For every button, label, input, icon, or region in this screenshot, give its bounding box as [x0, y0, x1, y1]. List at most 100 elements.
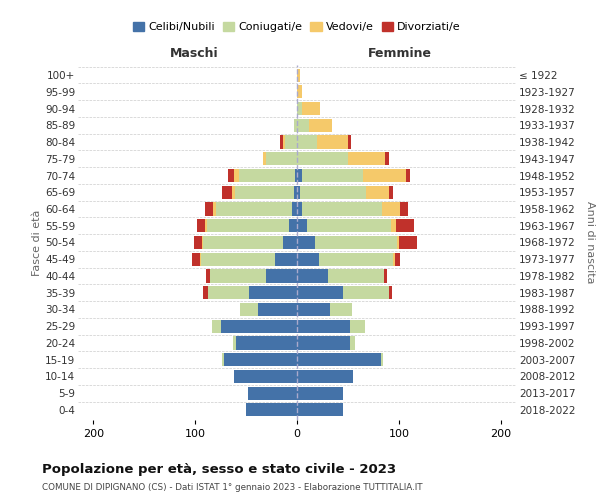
Bar [297, 86, 302, 98]
Bar [212, 320, 297, 333]
Bar [297, 370, 353, 383]
Bar [297, 102, 320, 115]
Bar [297, 336, 355, 349]
Bar [236, 336, 297, 349]
Bar [297, 386, 343, 400]
Bar [221, 186, 297, 199]
Bar [297, 136, 351, 148]
Bar [297, 119, 332, 132]
Bar [221, 353, 297, 366]
Bar [297, 219, 391, 232]
Bar [294, 119, 297, 132]
Bar [234, 370, 297, 383]
Bar [297, 186, 393, 199]
Bar [297, 186, 366, 199]
Bar [215, 202, 297, 215]
Bar [233, 336, 297, 349]
Bar [297, 236, 397, 249]
Bar [297, 303, 352, 316]
Bar [297, 370, 353, 383]
Bar [297, 119, 332, 132]
Bar [203, 286, 297, 300]
Bar [297, 353, 380, 366]
Bar [297, 186, 300, 199]
Bar [235, 186, 297, 199]
Bar [197, 219, 297, 232]
Bar [297, 219, 307, 232]
Bar [239, 169, 297, 182]
Bar [297, 68, 300, 82]
Bar [297, 286, 389, 300]
Bar [246, 404, 297, 416]
Bar [297, 303, 329, 316]
Bar [297, 136, 317, 148]
Bar [297, 252, 395, 266]
Bar [297, 370, 353, 383]
Bar [297, 202, 302, 215]
Bar [228, 169, 297, 182]
Bar [297, 86, 302, 98]
Bar [297, 169, 363, 182]
Bar [266, 152, 297, 166]
Bar [205, 202, 297, 215]
Bar [297, 68, 300, 82]
Bar [234, 370, 297, 383]
Bar [297, 336, 350, 349]
Bar [205, 219, 297, 232]
Bar [234, 169, 297, 182]
Bar [297, 336, 355, 349]
Bar [297, 152, 389, 166]
Bar [292, 202, 297, 215]
Bar [294, 186, 297, 199]
Bar [297, 353, 383, 366]
Bar [211, 270, 297, 282]
Bar [246, 404, 297, 416]
Bar [295, 169, 297, 182]
Bar [263, 152, 297, 166]
Bar [221, 353, 297, 366]
Bar [248, 386, 297, 400]
Bar [297, 336, 355, 349]
Bar [208, 286, 297, 300]
Bar [297, 152, 385, 166]
Bar [297, 370, 353, 383]
Bar [208, 219, 297, 232]
Bar [297, 320, 365, 333]
Bar [297, 119, 309, 132]
Bar [283, 136, 297, 148]
Bar [285, 136, 297, 148]
Bar [297, 303, 352, 316]
Bar [297, 219, 414, 232]
Bar [249, 286, 297, 300]
Bar [294, 119, 297, 132]
Bar [297, 236, 316, 249]
Bar [297, 320, 350, 333]
Bar [297, 303, 352, 316]
Text: COMUNE DI DIPIGNANO (CS) - Dati ISTAT 1° gennaio 2023 - Elaborazione TUTTITALIA.: COMUNE DI DIPIGNANO (CS) - Dati ISTAT 1°… [42, 484, 422, 492]
Bar [297, 404, 343, 416]
Bar [297, 353, 383, 366]
Bar [297, 236, 417, 249]
Bar [297, 386, 343, 400]
Bar [297, 186, 389, 199]
Bar [212, 320, 297, 333]
Text: Popolazione per età, sesso e stato civile - 2023: Popolazione per età, sesso e stato civil… [42, 462, 396, 475]
Bar [221, 353, 297, 366]
Bar [297, 286, 392, 300]
Bar [248, 386, 297, 400]
Bar [224, 353, 297, 366]
Bar [297, 202, 382, 215]
Bar [297, 136, 348, 148]
Bar [214, 202, 297, 215]
Bar [212, 320, 297, 333]
Y-axis label: Fasce di età: Fasce di età [32, 210, 42, 276]
Bar [289, 219, 297, 232]
Text: Maschi: Maschi [170, 47, 218, 60]
Bar [297, 169, 406, 182]
Bar [297, 386, 343, 400]
Bar [297, 252, 400, 266]
Bar [240, 303, 297, 316]
Bar [248, 386, 297, 400]
Legend: Celibi/Nubili, Coniugati/e, Vedovi/e, Divorziati/e: Celibi/Nubili, Coniugati/e, Vedovi/e, Di… [129, 18, 465, 36]
Bar [297, 252, 393, 266]
